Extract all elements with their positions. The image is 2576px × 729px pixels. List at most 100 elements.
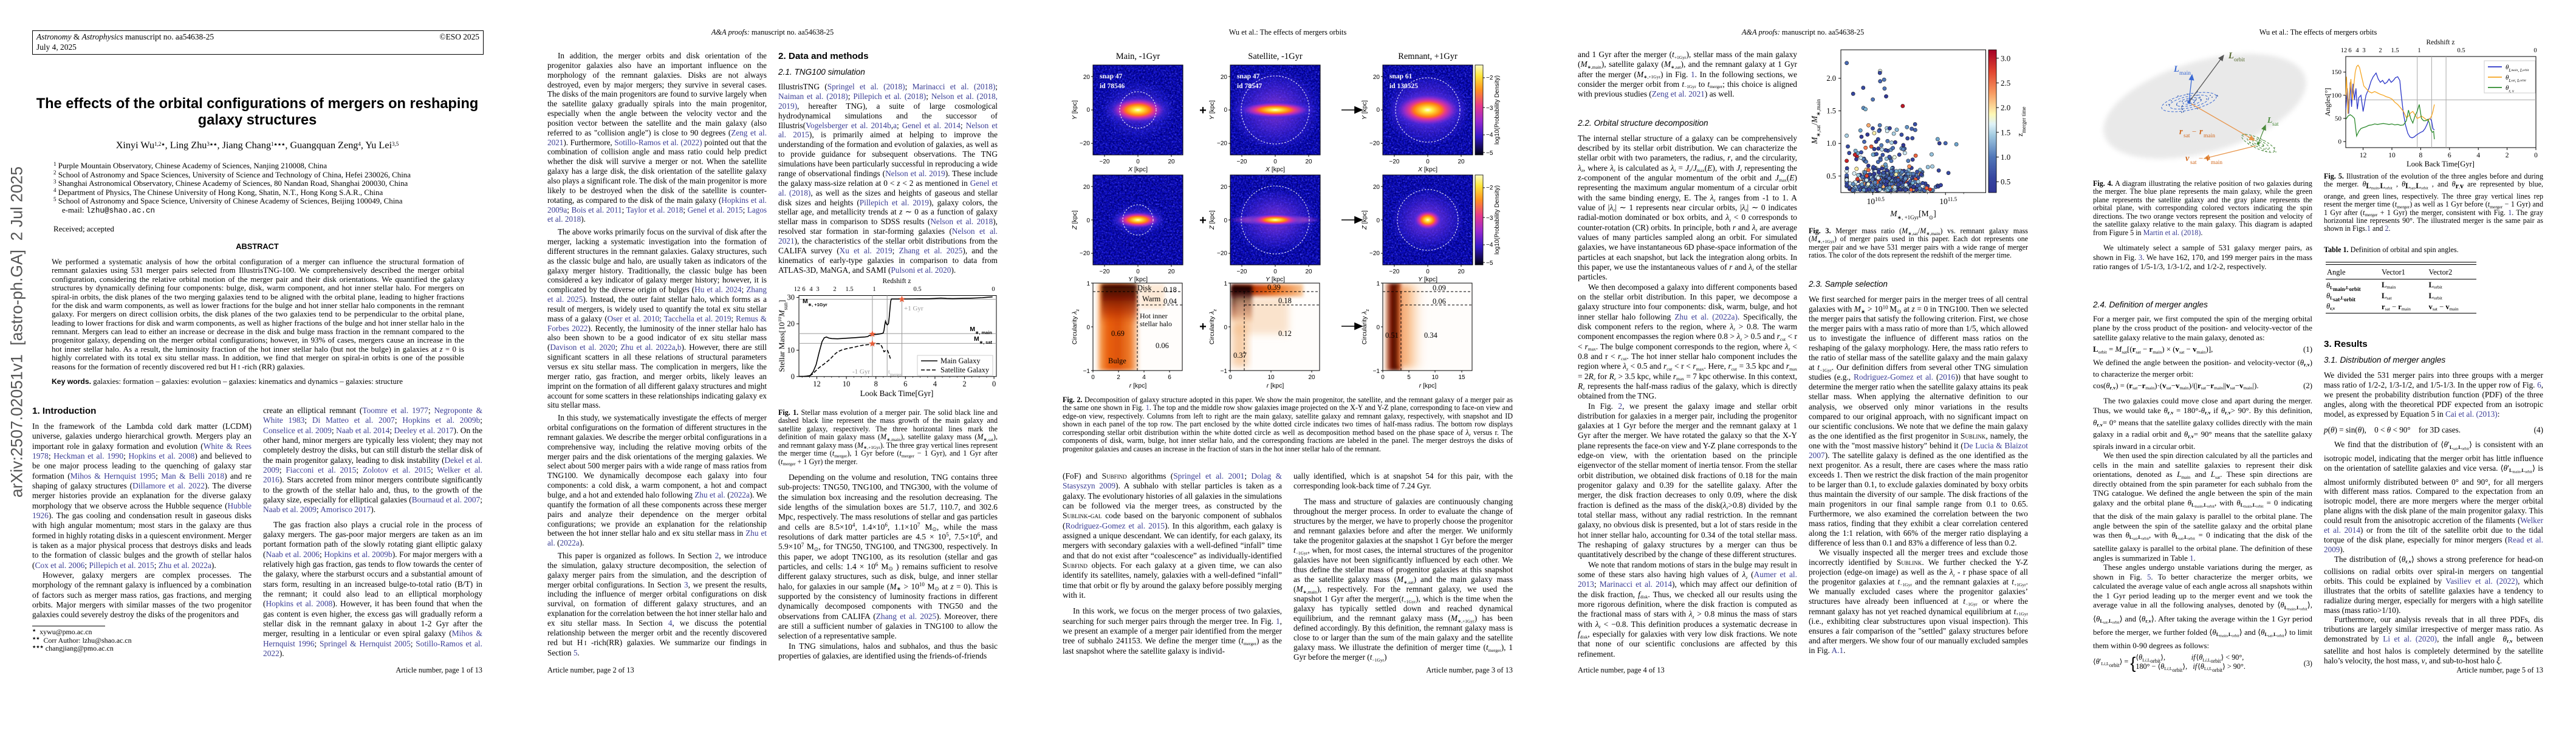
svg-text:100: 100 <box>2332 92 2342 99</box>
svg-text:−20: −20 <box>1369 250 1380 257</box>
svg-text:2.0: 2.0 <box>1826 74 1836 83</box>
svg-text:−2: −2 <box>1486 75 1493 81</box>
svg-text:0.06: 0.06 <box>1433 297 1446 306</box>
svg-text:0.06: 0.06 <box>1156 341 1169 350</box>
svg-text:6: 6 <box>802 286 805 293</box>
svg-text:Redshift z: Redshift z <box>883 278 911 285</box>
svg-text:r: r <box>2199 127 2203 137</box>
svg-text:10: 10 <box>2388 152 2396 159</box>
svg-text:0.5: 0.5 <box>2457 47 2465 54</box>
svg-text:−3: −3 <box>1486 105 1493 112</box>
svg-text:Look Back Time[Gyr]: Look Back Time[Gyr] <box>2406 160 2475 168</box>
svg-text:2: 2 <box>2506 152 2509 159</box>
svg-text:zmerger time: zmerger time <box>2016 106 2027 136</box>
svg-text:Circularity λz: Circularity λz <box>1208 309 1218 344</box>
svg-text:0: 0 <box>1136 159 1140 165</box>
svg-text:2.5: 2.5 <box>2001 78 2010 87</box>
svg-text:Main, -1Gyr: Main, -1Gyr <box>1116 52 1160 61</box>
svg-text:4: 4 <box>809 286 813 293</box>
svg-text:6: 6 <box>2348 47 2351 54</box>
svg-text:8: 8 <box>2419 152 2423 159</box>
svg-text:−3: −3 <box>1486 215 1493 222</box>
svg-text:sat: sat <box>2272 122 2279 128</box>
svg-text:20: 20 <box>1168 159 1175 165</box>
svg-text:main: main <box>2179 70 2191 77</box>
svg-text:log10(Probability Density): log10(Probability Density) <box>1494 75 1501 145</box>
svg-text:0.12: 0.12 <box>1278 329 1292 338</box>
svg-text:Z [kpc]: Z [kpc] <box>1361 210 1368 230</box>
svg-text:4: 4 <box>1142 374 1146 381</box>
svg-text:r [kpc]: r [kpc] <box>1267 382 1284 389</box>
svg-text:1.0: 1.0 <box>1826 139 1836 148</box>
svg-text:20: 20 <box>1373 74 1380 81</box>
svg-text:0: 0 <box>1426 269 1430 275</box>
svg-text:5: 5 <box>1407 374 1411 381</box>
svg-text:L: L <box>2267 115 2272 125</box>
svg-text:0.18: 0.18 <box>1163 286 1177 294</box>
svg-text:r: r <box>2179 127 2183 137</box>
svg-text:20: 20 <box>1221 74 1228 81</box>
svg-text:M∗,sat/M∗,main: M∗,sat/M∗,main <box>1810 99 1821 145</box>
svg-text:2: 2 <box>1117 374 1120 381</box>
svg-text:main: main <box>2211 160 2222 166</box>
svg-text:−20: −20 <box>1080 140 1090 147</box>
svg-text:4: 4 <box>2476 152 2480 159</box>
svg-text:−20: −20 <box>1080 250 1090 257</box>
svg-text:+: + <box>1199 104 1207 117</box>
svg-text:1.0: 1.0 <box>2001 152 2010 162</box>
svg-text:0.69: 0.69 <box>1111 329 1125 338</box>
svg-text:X [kpc]: X [kpc] <box>1128 166 1148 173</box>
svg-text:stellar halo: stellar halo <box>1140 320 1172 328</box>
svg-text:+: + <box>1199 320 1207 334</box>
svg-text:−: − <box>2192 127 2196 136</box>
svg-text:12: 12 <box>813 380 821 388</box>
svg-text:2: 2 <box>962 380 966 388</box>
svg-text:20: 20 <box>1083 74 1091 81</box>
svg-text:0: 0 <box>1086 217 1090 224</box>
svg-text:1: 1 <box>1224 281 1227 287</box>
svg-text:sat: sat <box>2190 160 2197 166</box>
svg-text:snap 61: snap 61 <box>1389 73 1413 80</box>
svg-text:0.51: 0.51 <box>1385 331 1399 340</box>
svg-text:1: 1 <box>1086 281 1090 287</box>
svg-text:0.37: 0.37 <box>1233 351 1247 360</box>
svg-text:Angles[°]: Angles[°] <box>2324 88 2332 117</box>
svg-text:Main Galaxy: Main Galaxy <box>940 357 981 365</box>
svg-text:0: 0 <box>1136 269 1140 275</box>
svg-text:tmerger: tmerger <box>888 369 902 377</box>
svg-text:−20: −20 <box>1369 140 1380 147</box>
svg-text:0: 0 <box>791 372 795 381</box>
svg-text:Y [kpc]: Y [kpc] <box>1071 100 1078 120</box>
svg-text:0: 0 <box>1086 107 1090 114</box>
svg-text:10: 10 <box>1267 374 1275 381</box>
svg-text:Z [kpc]: Z [kpc] <box>1071 210 1078 230</box>
svg-text:0: 0 <box>1376 107 1380 114</box>
svg-text:L: L <box>2173 64 2179 74</box>
svg-text:id 78547: id 78547 <box>1237 83 1262 90</box>
svg-text:2.0: 2.0 <box>2001 103 2010 112</box>
svg-text:6: 6 <box>2448 152 2451 159</box>
svg-text:v: v <box>2206 154 2210 163</box>
svg-text:3.0: 3.0 <box>2001 53 2010 63</box>
svg-text:0.5: 0.5 <box>1826 172 1836 180</box>
svg-text:0: 0 <box>2338 139 2342 146</box>
svg-text:Y [kpc]: Y [kpc] <box>1361 100 1368 120</box>
svg-text:12: 12 <box>2341 47 2348 54</box>
svg-text:−1: −1 <box>1373 368 1380 375</box>
svg-text:3: 3 <box>2362 47 2365 54</box>
svg-text:1: 1 <box>1376 281 1380 287</box>
svg-text:−4: −4 <box>1486 132 1493 139</box>
svg-text:Circularity λz: Circularity λz <box>1361 309 1370 344</box>
svg-text:−20: −20 <box>1389 159 1400 165</box>
svg-text:1.5: 1.5 <box>1826 107 1836 115</box>
svg-text:Redshift z: Redshift z <box>2427 39 2455 46</box>
svg-text:0: 0 <box>1224 107 1227 114</box>
svg-text:−4: −4 <box>1486 242 1493 248</box>
svg-text:0: 0 <box>2533 47 2537 54</box>
svg-text:10: 10 <box>787 346 795 354</box>
svg-text:X [kpc]: X [kpc] <box>1265 166 1285 173</box>
svg-text:10: 10 <box>1431 374 1439 381</box>
svg-text:Satellite Galaxy: Satellite Galaxy <box>940 366 990 374</box>
svg-text:1011.5: 1011.5 <box>1939 196 1957 206</box>
svg-text:20: 20 <box>1458 159 1465 165</box>
